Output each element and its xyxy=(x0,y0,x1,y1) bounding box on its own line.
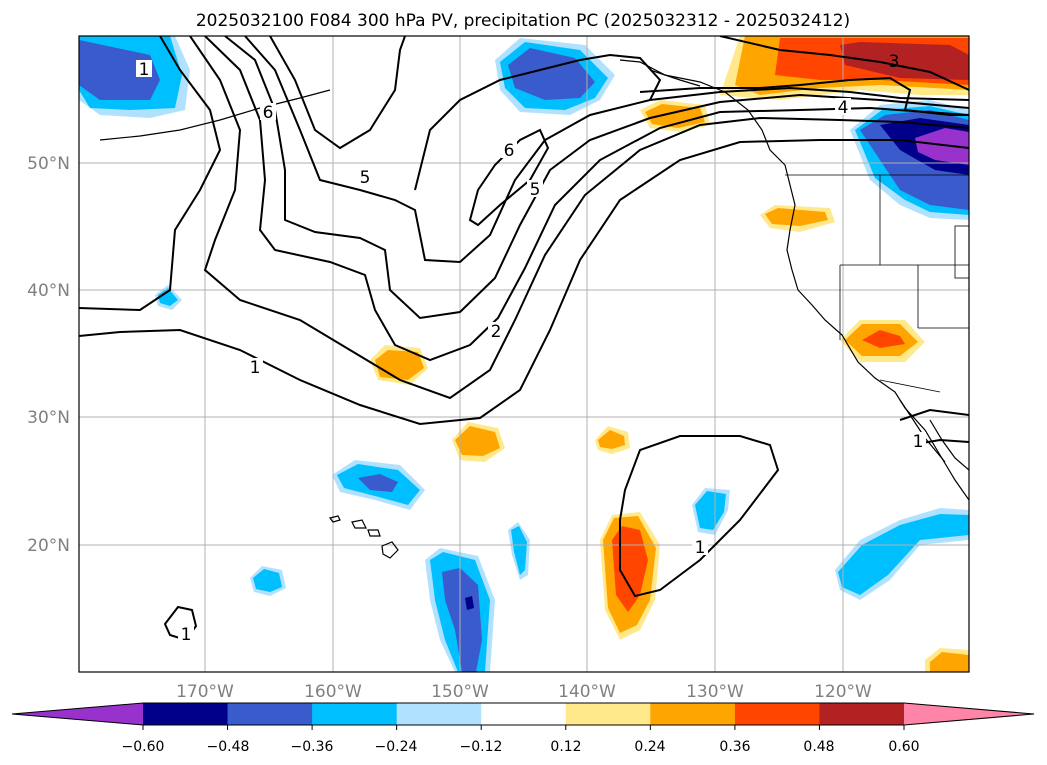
pv-label: 4 xyxy=(838,98,849,118)
pv-label: 1 xyxy=(139,60,150,80)
colorbar-extend-low xyxy=(12,703,143,725)
colorbar-tick-label: −0.60 xyxy=(122,739,165,755)
lon-label: 140°W xyxy=(558,682,616,702)
pv-label: 2 xyxy=(491,322,502,342)
lat-label: 40°N xyxy=(27,281,70,301)
pv-label: 6 xyxy=(263,103,274,123)
latitude-labels: 50°N 40°N 30°N 20°N xyxy=(27,154,70,556)
colorbar-box xyxy=(819,703,905,725)
pv-label: 1 xyxy=(695,538,706,558)
coastlines xyxy=(99,59,969,501)
colorbar-tick-label: 0.48 xyxy=(803,739,834,755)
colorbar-box xyxy=(650,703,736,725)
colorbar-box xyxy=(565,703,651,725)
figure-title: 2025032100 F084 300 hPa PV, precipitatio… xyxy=(196,11,850,31)
hawaii-islands xyxy=(328,515,399,559)
colorbar-tick-label: −0.48 xyxy=(207,739,250,755)
lon-label: 120°W xyxy=(814,682,872,702)
colorbar-extend-high xyxy=(904,703,1034,725)
longitude-labels: 170°W 160°W 150°W 140°W 130°W 120°W xyxy=(176,682,872,702)
lat-label: 50°N xyxy=(27,154,70,174)
lat-label: 20°N xyxy=(27,536,70,556)
colorbar-tick-label: −0.12 xyxy=(460,739,503,755)
pv-label: 6 xyxy=(504,141,515,161)
colorbar-tick-label: 0.36 xyxy=(719,739,750,755)
pv-label: 5 xyxy=(360,168,371,188)
colorbar-tick-label: −0.36 xyxy=(291,739,334,755)
colorbar-tick-label: 0.12 xyxy=(550,739,581,755)
colorbar-box xyxy=(143,703,229,725)
pv-contours xyxy=(79,36,969,642)
colorbar-tick-label: 0.60 xyxy=(888,739,919,755)
lon-label: 130°W xyxy=(686,682,744,702)
colorbar-box xyxy=(481,703,567,725)
pv-label: 1 xyxy=(913,432,924,452)
pv-label: 5 xyxy=(530,180,541,200)
colorbar xyxy=(11,702,1035,730)
colorbar-box xyxy=(396,703,482,725)
colorbar-box xyxy=(734,703,820,725)
colorbar-tick-labels: −0.60 −0.48 −0.36 −0.24 −0.12 0.12 0.24 … xyxy=(122,739,920,755)
colorbar-box xyxy=(227,703,313,725)
pv-label: 1 xyxy=(250,358,261,378)
pv-label: 1 xyxy=(181,625,192,645)
pv-contour-labels: 1 6 5 6 5 2 1 3 4 1 1 1 1 xyxy=(138,52,924,645)
colorbar-tick-label: −0.24 xyxy=(375,739,418,755)
colorbar-tick-label: 0.24 xyxy=(634,739,665,755)
country-borders xyxy=(785,174,969,393)
pv-label: 3 xyxy=(889,52,900,72)
lon-label: 160°W xyxy=(304,682,362,702)
lon-label: 150°W xyxy=(431,682,489,702)
map-frame xyxy=(78,35,970,673)
lat-label: 30°N xyxy=(27,408,70,428)
lon-label: 170°W xyxy=(176,682,234,702)
colorbar-box xyxy=(312,703,398,725)
precipitation-shading xyxy=(79,36,969,672)
